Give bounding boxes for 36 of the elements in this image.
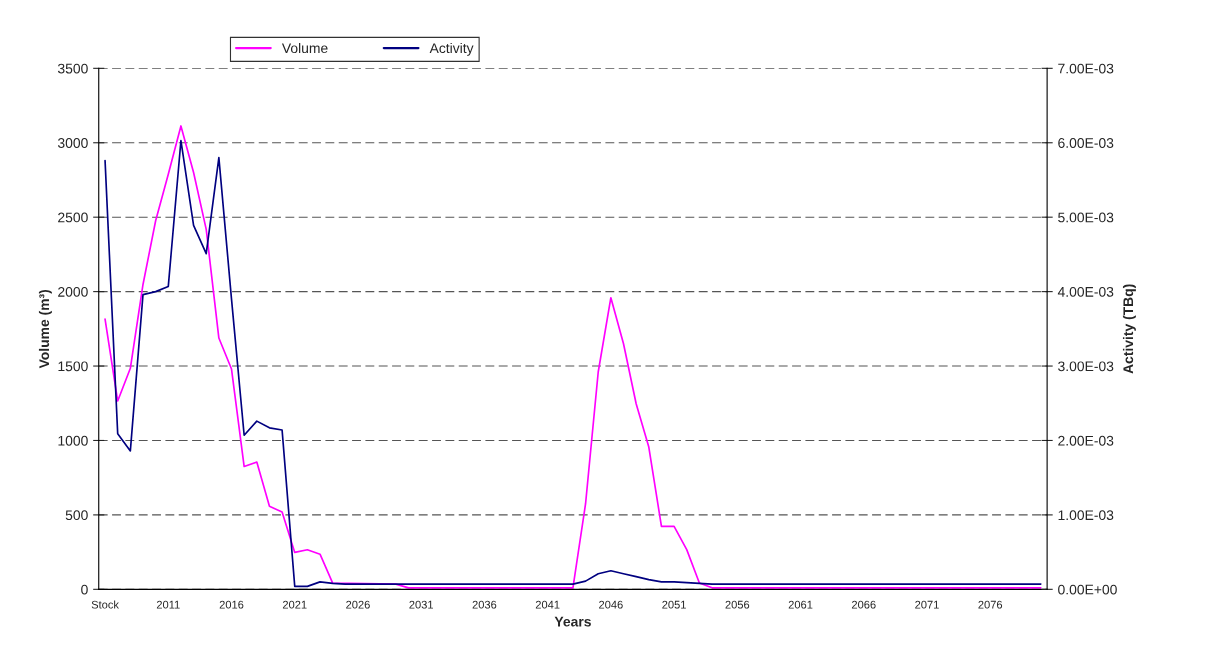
x-tick-label: 2051	[662, 600, 686, 609]
y-tick-label: 3500	[57, 63, 88, 74]
x-tick-label: 2011	[156, 600, 180, 609]
y-tick-label: 1500	[58, 361, 88, 372]
y2-tick-label: 2.00E-03	[1058, 435, 1114, 446]
y-tick-label: 0	[81, 584, 88, 595]
y-tick-label: 2500	[58, 212, 88, 223]
y2-tick-label: 7.00E-03	[1058, 63, 1114, 74]
x-tick-label: 2036	[472, 600, 497, 609]
y2-axis-title: Activity (TBq)	[1122, 284, 1136, 374]
x-tick-label: 2041	[535, 600, 560, 609]
x-tick-label: 2026	[346, 600, 370, 609]
y-axis-title: Volume (m³)	[38, 289, 52, 369]
legend-label: Volume	[281, 42, 328, 54]
y2-tick-label: 6.00E-03	[1058, 138, 1114, 148]
x-tick-label: 2016	[219, 600, 244, 609]
y-tick-label: 2000	[58, 286, 88, 297]
x-tick-label: 2046	[599, 600, 623, 609]
y2-tick-label: 3.00E-03	[1058, 361, 1114, 372]
x-tick-label: 2021	[282, 600, 307, 609]
x-tick-label: 2066	[851, 600, 876, 609]
y-tick-label: 500	[65, 510, 88, 521]
y2-tick-label: 1.00E-03	[1058, 510, 1114, 521]
y-tick-label: 1000	[58, 435, 88, 446]
x-tick-label: 2056	[725, 600, 750, 609]
x-tick-label: 2031	[409, 600, 434, 609]
legend-label: Activity	[429, 42, 474, 56]
y2-tick-label: 4.00E-03	[1057, 286, 1114, 297]
x-tick-label: 2071	[915, 600, 939, 609]
x-axis-title: Years	[554, 616, 591, 627]
x-tick-label: 2061	[788, 600, 813, 609]
x-tick-label: 2076	[978, 600, 1003, 609]
y-tick-label: 3000	[57, 138, 88, 148]
x-tick-label: Stock	[91, 600, 119, 609]
y2-tick-label: 5.00E-03	[1058, 212, 1114, 223]
y2-tick-label: 0.00E+00	[1058, 584, 1117, 595]
